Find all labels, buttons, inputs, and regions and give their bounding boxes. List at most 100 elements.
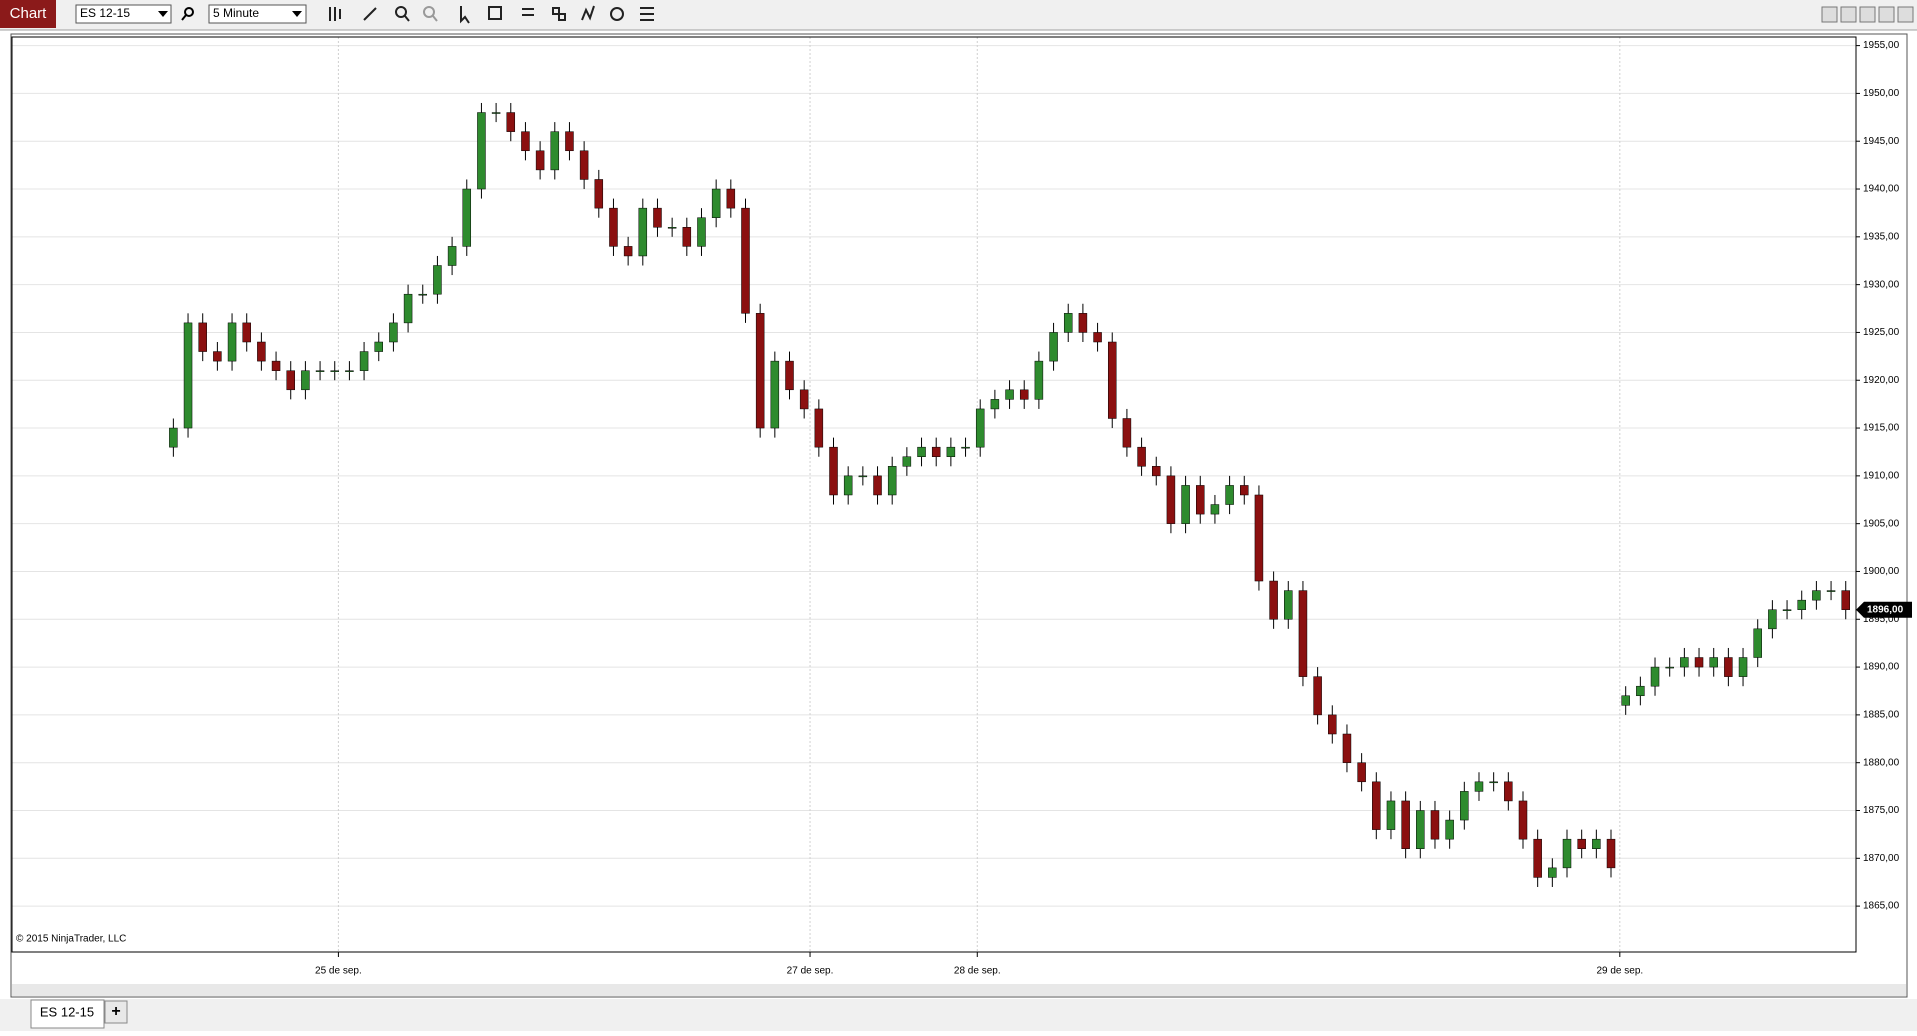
candle-body [286,370,295,391]
candle-body [1078,313,1088,333]
scrollbar[interactable] [12,984,1906,996]
candle-body [1019,389,1029,400]
interval-select[interactable] [208,4,307,24]
candle-body [1430,810,1440,840]
x-tick-label: 29 de sep. [1596,966,1643,977]
candle-body [1225,485,1234,505]
candle-body [1284,590,1293,620]
candle-body [1665,666,1674,669]
candle-body [785,360,794,391]
y-tick-label: 1955,00 [1863,40,1900,51]
candle-body [1680,657,1689,668]
candle-body [1709,657,1718,668]
candle-body [623,246,633,257]
search-icon[interactable] [181,7,194,21]
lines-icon[interactable] [581,5,595,21]
draw-icon[interactable] [363,7,377,21]
candle-body [1489,781,1498,784]
properties-icon[interactable] [640,7,654,21]
candle-body [770,360,780,429]
y-tick-label: 1915,00 [1863,423,1900,434]
candle-body [1386,800,1396,830]
close-button[interactable] [1897,6,1914,23]
y-tick-label: 1900,00 [1863,566,1900,577]
window-button[interactable] [1840,6,1857,23]
indicators-icon[interactable] [522,8,534,16]
x-tick-label: 25 de sep. [315,966,362,977]
candle-body [594,179,604,209]
candle-body [359,351,369,371]
candle-body [609,207,618,247]
candle-body [682,227,692,247]
toolbar [0,0,1917,30]
y-tick-label: 1935,00 [1863,231,1900,242]
candle-body [403,293,413,324]
y-tick-label: 1890,00 [1863,662,1900,673]
copyright: © 2015 NinjaTrader, LLC [16,934,126,945]
candle-body [242,322,251,343]
window-button[interactable] [1821,6,1838,23]
candle-body [1240,485,1249,496]
candle-body [1782,609,1792,611]
candle-body [227,322,237,362]
chart-button[interactable] [0,0,56,28]
candle-body [213,351,222,362]
candle-body [1460,791,1469,821]
maximize-button[interactable] [1878,6,1895,23]
candle-body [447,246,457,266]
minimize-button[interactable] [1859,6,1876,23]
tab-bar [0,999,1917,1031]
reload-icon[interactable] [610,7,624,21]
zoom-out-icon[interactable] [423,6,438,22]
candle-body [1196,485,1205,515]
candle-body [1372,781,1381,830]
candle-body [1548,867,1557,878]
candle-body [1254,494,1264,582]
candle-body [1313,676,1322,716]
candle-body [1841,590,1850,610]
candle-body [1166,475,1176,524]
candle-body [1797,599,1806,610]
candle-body [961,446,970,449]
candle-body [814,408,824,448]
candle-body [1724,657,1733,677]
candle-body [271,360,281,371]
interval-label: 5 Minute [213,6,259,20]
candle-body [389,322,398,343]
candle-body [990,399,1000,410]
candle-body [433,265,442,295]
dropdown-arrow [292,11,302,17]
candle-body [1416,810,1425,849]
pointer-icon[interactable] [460,6,470,24]
y-tick-label: 1895,00 [1863,614,1900,625]
plot-area [11,36,1857,953]
candle-body [858,475,868,478]
x-tick-label: 27 de sep. [787,966,834,977]
candle-body [946,446,956,457]
candle-body [257,341,266,362]
tab-label: ES 12-15 [40,1004,94,1019]
data-box-icon[interactable] [488,6,502,20]
candle-body [1401,800,1410,849]
tab[interactable] [30,999,105,1029]
y-tick-label: 1885,00 [1863,710,1900,721]
candle-body [1518,800,1528,840]
instrument-select[interactable] [75,4,172,24]
candle-body [1636,685,1645,697]
strategies-icon[interactable] [552,7,566,21]
candle-body [1606,838,1616,869]
candle-body [638,207,648,257]
candle-body [1474,781,1484,792]
candle-body [1151,466,1161,477]
candle-body [755,313,765,429]
candle-body [1107,341,1117,419]
candle-body [1812,590,1821,601]
add-tab-button[interactable] [104,1000,128,1024]
bar-type-icon[interactable] [329,7,341,21]
candle-body [887,466,897,496]
zoom-in-icon[interactable] [395,6,410,22]
candle-body [902,456,912,467]
candle-body [799,389,809,410]
candle-body [1034,360,1044,400]
